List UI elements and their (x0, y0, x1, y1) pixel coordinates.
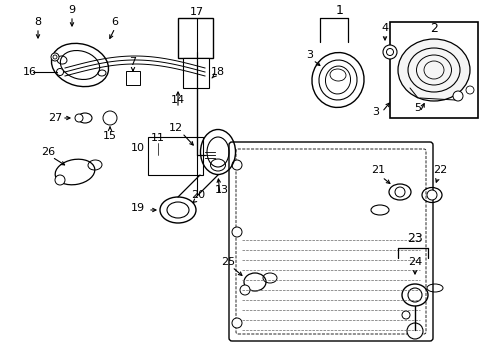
Text: 24: 24 (407, 257, 421, 267)
Text: 18: 18 (210, 67, 224, 77)
Circle shape (452, 91, 462, 101)
Circle shape (394, 187, 404, 197)
Circle shape (382, 45, 396, 59)
Text: 3: 3 (372, 107, 379, 117)
Circle shape (406, 323, 422, 339)
Circle shape (51, 53, 59, 61)
Circle shape (231, 318, 242, 328)
Text: 13: 13 (215, 185, 228, 195)
Text: 22: 22 (432, 165, 446, 175)
Circle shape (57, 68, 63, 76)
Circle shape (240, 285, 249, 295)
Bar (126, 71, 140, 85)
Circle shape (53, 55, 57, 59)
Text: 27: 27 (48, 113, 62, 123)
Text: 12: 12 (168, 123, 183, 133)
Text: 5: 5 (414, 103, 421, 113)
Text: 17: 17 (189, 7, 203, 17)
Text: 15: 15 (103, 131, 117, 141)
Text: 1: 1 (335, 4, 343, 17)
Text: 8: 8 (34, 17, 41, 27)
Text: 26: 26 (41, 147, 55, 157)
Circle shape (386, 49, 393, 55)
Text: 6: 6 (111, 17, 118, 27)
Circle shape (55, 175, 65, 185)
Text: 19: 19 (131, 203, 145, 213)
Text: 14: 14 (171, 95, 184, 105)
Circle shape (465, 86, 473, 94)
Text: 2: 2 (429, 22, 437, 35)
Text: 7: 7 (129, 57, 136, 67)
Circle shape (231, 160, 242, 170)
Text: 23: 23 (407, 231, 422, 244)
Circle shape (75, 114, 83, 122)
Text: 4: 4 (381, 23, 388, 33)
Bar (389, 22, 477, 118)
Text: 20: 20 (190, 190, 204, 200)
Text: 25: 25 (221, 257, 235, 267)
Circle shape (407, 288, 421, 302)
Text: 21: 21 (370, 165, 384, 175)
Text: 16: 16 (23, 67, 37, 77)
Bar (183, 58, 208, 88)
Ellipse shape (397, 39, 469, 101)
FancyBboxPatch shape (228, 142, 432, 341)
Circle shape (103, 111, 117, 125)
Circle shape (401, 311, 409, 319)
Text: 3: 3 (306, 50, 313, 60)
Circle shape (426, 190, 436, 200)
Text: 9: 9 (68, 5, 76, 15)
Bar (148, 137, 203, 175)
Bar (178, 18, 213, 58)
Text: 11: 11 (151, 133, 164, 143)
Text: 10: 10 (131, 143, 145, 153)
Circle shape (231, 227, 242, 237)
